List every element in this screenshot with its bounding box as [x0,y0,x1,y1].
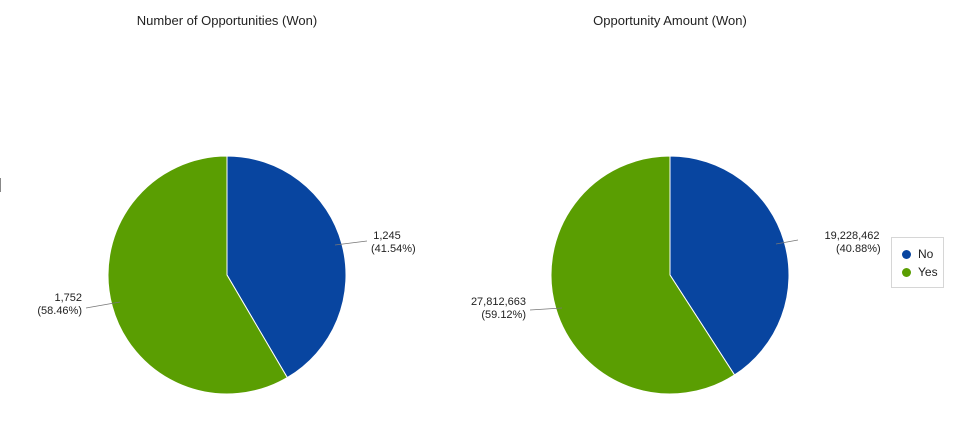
legend-item-no[interactable]: No [902,247,933,261]
data-label-percent-no: (41.54%) [371,243,416,255]
edge-divider [0,178,1,192]
pie-slice-yes[interactable] [107,155,288,395]
leader-line-yes [85,301,121,309]
data-label-value-yes: 27,812,663 [471,296,526,308]
legend: No Yes [891,237,944,288]
leader-line-no [334,240,368,246]
data-label-value-yes: 1,752 [54,292,82,304]
leader-line-yes [529,307,563,311]
data-label-value-no: 19,228,462 [824,230,879,242]
leader-line-no [775,239,799,245]
data-label-percent-no: (40.88%) [836,243,881,255]
data-label-value-no: 1,245 [373,230,401,242]
pie-opportunities-count: 1,245(41.54%) 1,752(58.46%) [37,155,416,395]
chart-title-opportunity-amount: Opportunity Amount (Won) [593,13,747,28]
data-label-percent-yes: (58.46%) [37,305,82,317]
legend-swatch-yes [902,267,911,277]
legend-item-yes[interactable]: Yes [902,265,938,279]
legend-label-yes: Yes [918,265,938,279]
legend-label-no: No [918,247,934,261]
data-label-percent-yes: (59.12%) [481,309,526,321]
chart-title-opportunities-count: Number of Opportunities (Won) [137,13,317,28]
pie-opportunity-amount: 19,228,462(40.88%) 27,812,663(59.12%) [471,155,881,395]
legend-swatch-no [902,249,911,259]
